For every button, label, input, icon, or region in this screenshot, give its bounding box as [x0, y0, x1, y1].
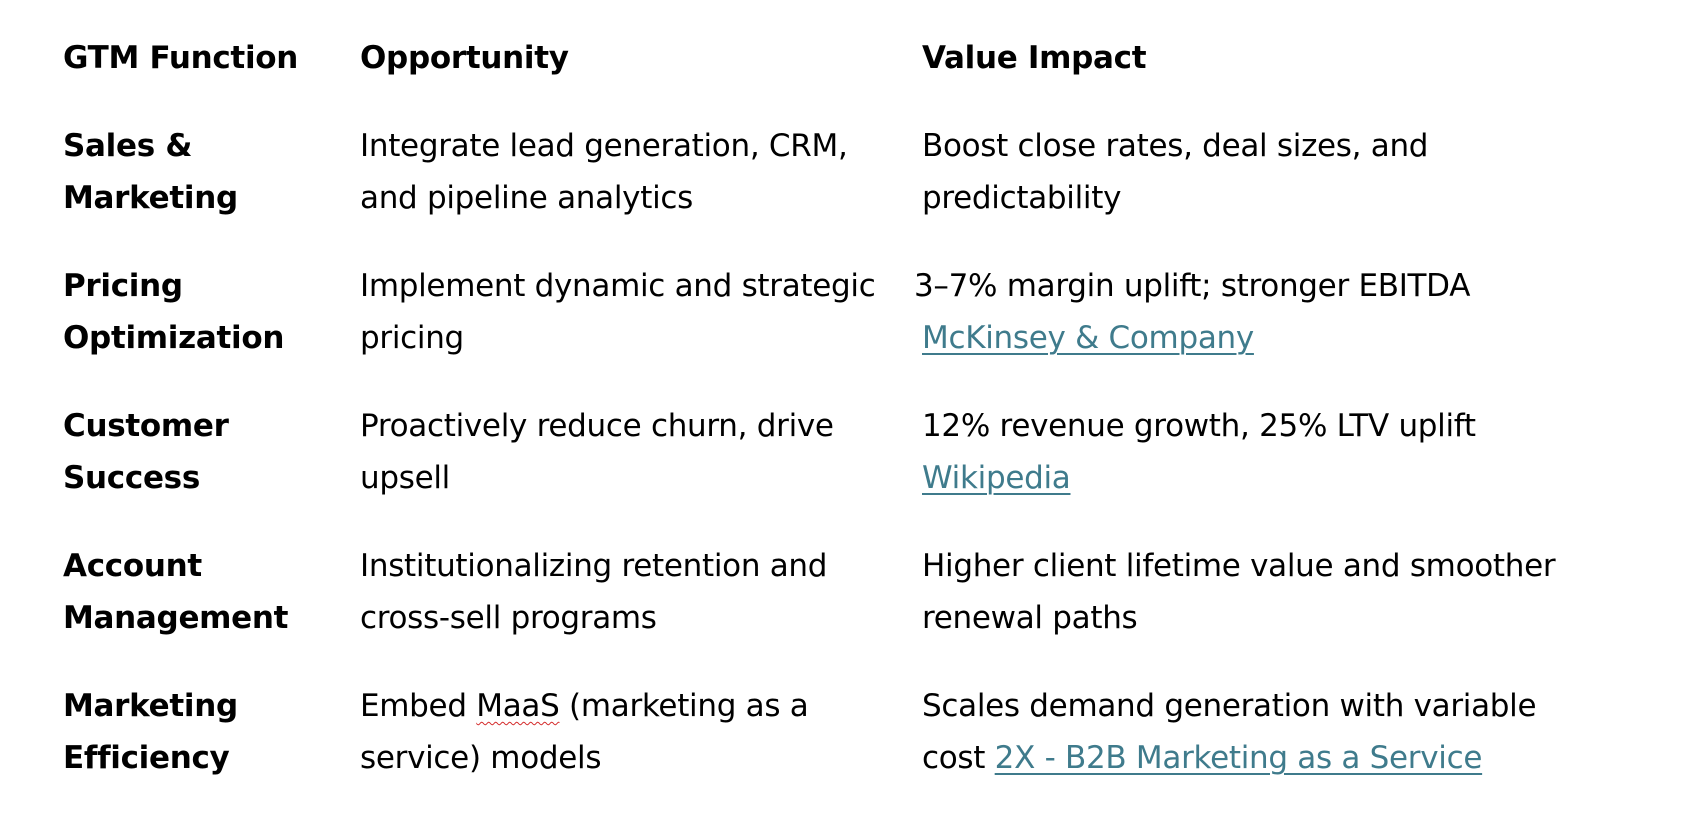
impact-line: predictability — [922, 180, 1122, 216]
function-line: Account — [63, 548, 202, 584]
function-line: Sales & — [63, 128, 193, 164]
opportunity-cell: Implement dynamic and strategic pricing — [360, 260, 876, 364]
opportunity-line: Integrate lead generation, CRM, — [360, 128, 848, 164]
function-cell: Pricing Optimization — [63, 260, 284, 364]
opportunity-cell: Embed MaaS (marketing as a service) mode… — [360, 680, 809, 784]
impact-cell: 12% revenue growth, 25% LTV uplift Wikip… — [922, 400, 1476, 504]
opportunity-line: and pipeline analytics — [360, 180, 693, 216]
opportunity-line: cross-sell programs — [360, 600, 657, 636]
opportunity-line: upsell — [360, 460, 450, 496]
opportunity-line: service) models — [360, 740, 602, 776]
header-gtm-function: GTM Function — [63, 40, 299, 76]
function-cell: Customer Success — [63, 400, 229, 504]
opportunity-line: Institutionalizing retention and — [360, 548, 828, 584]
impact-line: cost 2X - B2B Marketing as a Service — [922, 732, 1536, 784]
header-value-impact: Value Impact — [922, 40, 1147, 76]
source-link-mckinsey[interactable]: McKinsey & Company — [922, 320, 1254, 356]
opportunity-cell: Integrate lead generation, CRM, and pipe… — [360, 120, 848, 224]
impact-text: cost — [922, 740, 995, 776]
impact-line: Higher client lifetime value and smoothe… — [922, 548, 1556, 584]
impact-cell: Scales demand generation with variable c… — [922, 680, 1537, 784]
opportunity-line: Implement dynamic and strategic — [360, 268, 876, 304]
impact-line: Scales demand generation with variable — [922, 688, 1537, 724]
impact-line: renewal paths — [922, 600, 1138, 636]
impact-cell: Higher client lifetime value and smoothe… — [922, 540, 1556, 644]
opportunity-cell: Institutionalizing retention and cross-s… — [360, 540, 827, 644]
function-cell: Marketing Efficiency — [63, 680, 238, 784]
opportunity-text: Embed — [360, 688, 477, 724]
impact-cell: 3–7% margin uplift; stronger EBITDA McKi… — [914, 260, 1470, 364]
function-line: Efficiency — [63, 740, 230, 776]
function-line: Marketing — [63, 180, 238, 216]
function-line: Optimization — [63, 320, 285, 356]
opportunity-line: Proactively reduce churn, drive — [360, 408, 834, 444]
source-link-2x-maas[interactable]: 2X - B2B Marketing as a Service — [994, 740, 1483, 776]
impact-line: 3–7% margin uplift; stronger EBITDA — [914, 268, 1471, 304]
opportunity-line: pricing — [360, 320, 464, 356]
function-line: Customer — [63, 408, 229, 444]
source-link-wikipedia[interactable]: Wikipedia — [922, 460, 1071, 496]
function-line: Management — [63, 600, 289, 636]
function-line: Success — [63, 460, 200, 496]
function-line: Pricing — [63, 268, 183, 304]
opportunity-cell: Proactively reduce churn, drive upsell — [360, 400, 834, 504]
function-cell: Account Management — [63, 540, 288, 644]
impact-line: Boost close rates, deal sizes, and — [922, 128, 1429, 164]
opportunity-text: (marketing as a — [559, 688, 809, 724]
impact-cell: Boost close rates, deal sizes, and predi… — [922, 120, 1429, 224]
function-cell: Sales & Marketing — [63, 120, 238, 224]
opportunity-line: Embed MaaS (marketing as a — [360, 680, 809, 732]
impact-line: 12% revenue growth, 25% LTV uplift — [922, 408, 1476, 444]
function-line: Marketing — [63, 688, 238, 724]
spellcheck-flagged-word[interactable]: MaaS — [476, 688, 560, 724]
header-opportunity: Opportunity — [360, 40, 569, 76]
